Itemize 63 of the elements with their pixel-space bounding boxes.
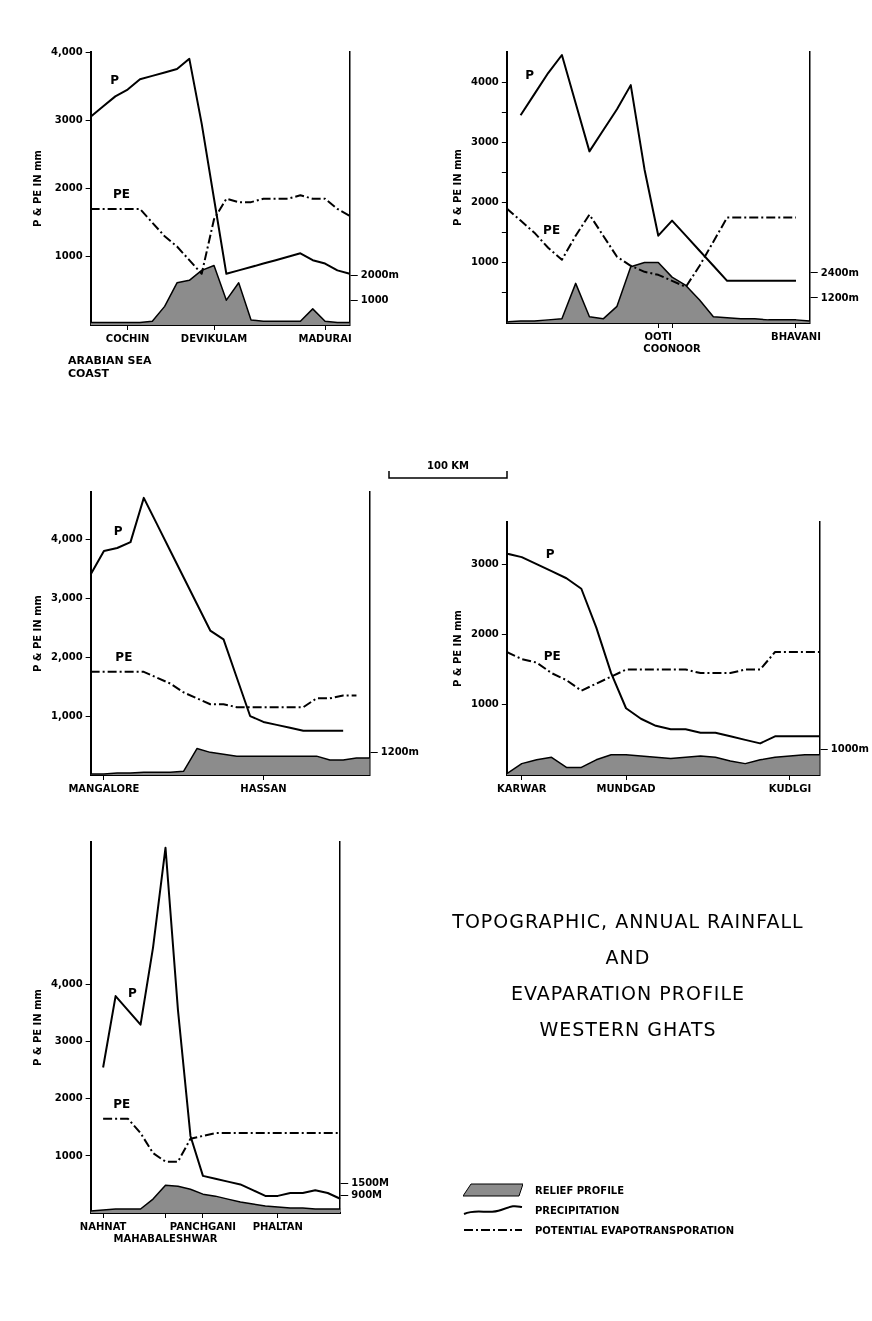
series-label: P xyxy=(110,72,120,87)
text: POTENTIAL EVAPOTRANSPORATION xyxy=(535,1224,735,1236)
y2-tick-label: 1200m xyxy=(380,745,420,757)
y-tick-label: 1000 xyxy=(54,1149,83,1161)
y-tick-label: 2000 xyxy=(470,628,499,640)
x-tick-label: COCHIN xyxy=(105,332,150,344)
y-tick-label: 3000 xyxy=(54,1035,83,1047)
x-tick-label: MUNDGAD xyxy=(596,782,656,794)
y-tick-label: 3000 xyxy=(470,135,499,147)
y2-tick-label: 2000m xyxy=(360,268,400,280)
y-tick-label: 3,000 xyxy=(50,591,83,603)
x-tick-label: MADURAI xyxy=(298,332,352,344)
y-axis-title: P & PE IN mm xyxy=(451,609,463,688)
y-tick-label: 2000 xyxy=(54,1092,83,1104)
text: ARABIAN SEA COAST xyxy=(68,354,153,380)
y-tick-label: 3000 xyxy=(54,113,83,125)
series-label: PE xyxy=(112,187,130,202)
y2-tick-label: 1200m xyxy=(820,291,860,303)
x-tick-label: MAHABALESHWAR xyxy=(113,1232,218,1244)
y-axis-title: P & PE IN mm xyxy=(31,149,43,228)
x-tick-label: OOTI xyxy=(644,330,673,342)
y-tick-label: 4,000 xyxy=(50,532,83,544)
series-label: P xyxy=(127,986,137,1001)
y-axis-title: P & PE IN mm xyxy=(451,148,463,227)
x-tick-label: PANCHGANI xyxy=(169,1220,237,1232)
text: 100 KM xyxy=(425,460,471,471)
x-tick-label: DEVIKULAM xyxy=(180,332,248,344)
x-tick-label: MANGALORE xyxy=(68,782,140,794)
text: TOPOGRAPHIC, ANNUAL RAINFALL AND EVAPARATION PROFILE WESTERN GHATS xyxy=(451,909,805,1042)
y-tick-label: 3000 xyxy=(470,557,499,569)
y2-tick-label: 1500M xyxy=(351,1176,390,1188)
series-label: PE xyxy=(113,1096,131,1111)
y-tick-label: 1,000 xyxy=(50,709,83,721)
x-tick-label: KUDLGI xyxy=(768,782,812,794)
y-tick-label: 2,000 xyxy=(50,650,83,662)
y-tick-label: 1000 xyxy=(54,250,83,262)
y2-tick-label: 900M xyxy=(351,1188,383,1200)
series-label: P xyxy=(545,547,555,562)
y-tick-label: 4000 xyxy=(470,75,499,87)
y-tick-label: 2000 xyxy=(54,182,83,194)
y-tick-label: 2000 xyxy=(470,196,499,208)
y-tick-label: 1000 xyxy=(470,256,499,268)
series-label: P xyxy=(113,524,123,539)
x-tick-label: COONOOR xyxy=(643,342,702,354)
x-tick-label: BHAVANI xyxy=(771,330,821,342)
series-label: PE xyxy=(543,648,561,663)
x-tick-label: HASSAN xyxy=(240,782,287,794)
text: PRECIPITATION xyxy=(535,1204,620,1216)
series-label: PE xyxy=(543,222,561,237)
series-label: PE xyxy=(115,649,133,664)
x-tick-label: KARWAR xyxy=(497,782,547,794)
y2-tick-label: 1000 xyxy=(360,293,389,305)
y-axis-title: P & PE IN mm xyxy=(31,988,43,1067)
y-tick-label: 1000 xyxy=(470,698,499,710)
text: RELIEF PROFILE xyxy=(535,1184,625,1196)
y2-tick-label: 1000m xyxy=(830,743,870,755)
y-tick-label: 4,000 xyxy=(50,45,83,57)
y2-tick-label: 2400m xyxy=(820,266,860,278)
x-tick-label: NAHNAT xyxy=(79,1220,127,1232)
y-axis-title: P & PE IN mm xyxy=(31,594,43,673)
series-label: P xyxy=(525,68,535,83)
x-tick-label: PHALTAN xyxy=(252,1220,303,1232)
y-tick-label: 4,000 xyxy=(50,978,83,990)
